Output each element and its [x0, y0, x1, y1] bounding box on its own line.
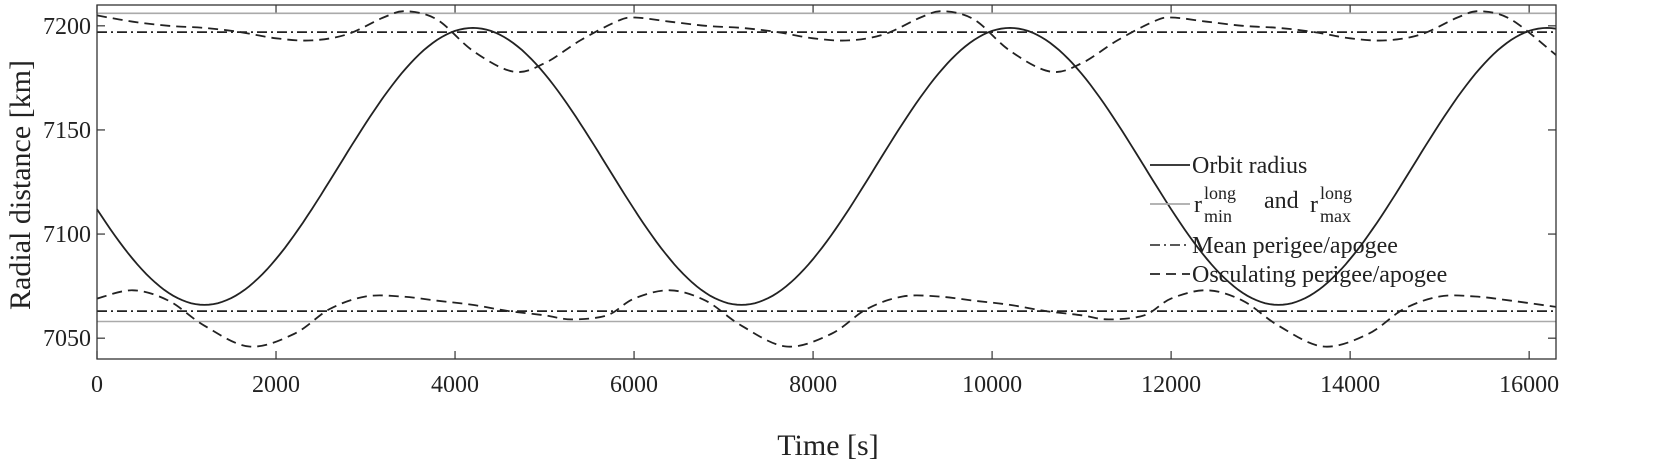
plot-frame: [96, 4, 1557, 360]
legend-label-r-long: r long min and r long max: [1194, 183, 1352, 226]
x-tick-label: 10000: [962, 372, 1022, 398]
legend-label-osculating: Osculating perigee/apogee: [1192, 262, 1447, 288]
y-tick-label: 7100: [43, 222, 91, 248]
r-min-base: r: [1194, 192, 1202, 218]
r-max-sup: long: [1320, 183, 1352, 203]
y-axis-label: Radial distance [km]: [4, 60, 37, 310]
y-tick-label: 7200: [43, 14, 91, 40]
r-max-base: r: [1310, 192, 1318, 218]
legend-label-mean: Mean perigee/apogee: [1192, 233, 1398, 259]
y-tick-label: 7050: [43, 326, 91, 352]
x-tick-label: 4000: [431, 372, 479, 398]
x-axis-label: Time [s]: [777, 429, 878, 462]
x-tick-label: 14000: [1320, 372, 1380, 398]
x-tick-label: 2000: [252, 372, 300, 398]
legend-label-orbit-radius: Orbit radius: [1192, 153, 1307, 179]
y-tick-label: 7150: [43, 118, 91, 144]
x-tick-label: 8000: [789, 372, 837, 398]
series-orbit-radius: [96, 26, 1557, 306]
series-layer: [96, 10, 1557, 348]
legend: Orbit radius r long min and r long max M…: [1150, 153, 1447, 288]
x-tick-label: 0: [91, 372, 103, 398]
and-text: and: [1264, 188, 1299, 214]
series-osculating-apogee: [96, 10, 1557, 73]
x-tick-label: 6000: [610, 372, 658, 398]
x-tick-label: 12000: [1141, 372, 1201, 398]
x-tick-label: 16000: [1499, 372, 1559, 398]
series-osculating-perigee: [96, 289, 1557, 348]
r-max-sub: max: [1320, 206, 1351, 226]
r-min-sup: long: [1204, 183, 1236, 203]
r-min-sub: min: [1204, 206, 1232, 226]
tick-layer: 0 2000 4000 6000 8000 10000 12000 14000 16000 705…: [43, 5, 1559, 398]
